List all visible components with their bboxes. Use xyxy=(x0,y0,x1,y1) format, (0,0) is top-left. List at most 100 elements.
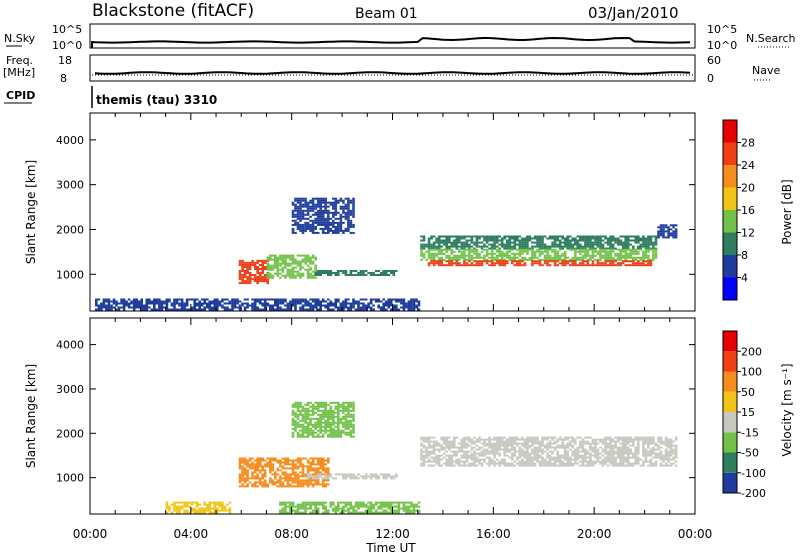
velocity-data-cell xyxy=(319,423,322,426)
velocity-data-cell xyxy=(647,460,650,463)
power-data-cell xyxy=(468,256,471,259)
velocity-data-cell xyxy=(505,448,509,451)
power-data-cell xyxy=(647,258,650,261)
velocity-data-cell xyxy=(458,460,461,463)
velocity-data-cell xyxy=(569,460,572,463)
power-data-cell xyxy=(248,266,252,268)
power-data-cell xyxy=(248,264,252,266)
velocity-data-cell xyxy=(516,436,519,439)
velocity-data-cell xyxy=(523,450,527,453)
velocity-data-cell xyxy=(274,481,277,484)
velocity-data-cell xyxy=(387,507,391,510)
power-data-cell xyxy=(377,274,380,276)
velocity-data-cell xyxy=(458,462,461,465)
power-data-cell xyxy=(324,227,327,230)
velocity-data-cell xyxy=(521,464,524,467)
power-data-cell xyxy=(193,300,196,303)
velocity-data-cell xyxy=(551,436,554,439)
velocity-data-cell xyxy=(206,507,209,510)
power-data-cell xyxy=(516,260,519,263)
power-data-cell xyxy=(266,256,270,259)
velocity-data-cell xyxy=(405,505,408,508)
velocity-data-cell xyxy=(334,425,338,428)
velocity-data-cell xyxy=(463,438,466,441)
velocity-data-cell xyxy=(291,503,295,506)
velocity-data-cell xyxy=(314,477,317,480)
power-data-cell xyxy=(518,264,522,267)
velocity-data-cell xyxy=(463,454,466,457)
velocity-data-cell xyxy=(569,448,572,451)
velocity-data-cell xyxy=(213,507,217,510)
power-data-cell xyxy=(516,243,519,246)
power-data-cell xyxy=(455,243,459,246)
velocity-data-cell xyxy=(178,507,181,510)
time-tick-label: 20:00 xyxy=(577,527,612,541)
power-data-cell xyxy=(586,243,590,246)
time-axis-ticks: 00:00 04:00 08:00 12:00 16:00 20:00 00:00 xyxy=(73,527,713,541)
velocity-data-cell xyxy=(601,442,605,445)
power-data-cell xyxy=(463,245,466,248)
power-data-cell xyxy=(256,308,259,311)
power-data-cell xyxy=(473,252,476,255)
power-data-cell xyxy=(316,219,320,222)
velocity-data-cell xyxy=(563,464,567,467)
velocity-data-cell xyxy=(301,431,305,434)
power-data-cell xyxy=(412,308,416,311)
velocity-data-cell xyxy=(344,423,348,426)
power-data-cell xyxy=(321,231,325,234)
power-data-cell xyxy=(561,262,564,265)
velocity-data-cell xyxy=(561,456,564,459)
power-data-cell xyxy=(422,235,426,238)
velocity-data-cell xyxy=(286,475,290,478)
velocity-data-cell xyxy=(347,419,350,422)
velocity-data-cell xyxy=(304,475,307,478)
power-data-cell xyxy=(213,304,217,307)
power-data-cell xyxy=(329,229,333,232)
power-data-cell xyxy=(339,302,343,305)
velocity-data-cell xyxy=(548,436,552,439)
velocity-data-cell xyxy=(669,450,673,453)
power-data-cell xyxy=(306,227,310,230)
power-data-cell xyxy=(306,254,310,257)
power-data-cell xyxy=(342,270,345,272)
power-data-cell xyxy=(256,300,259,303)
power-data-cell xyxy=(97,308,101,311)
power-data-cell xyxy=(246,264,249,266)
velocity-data-cell xyxy=(294,473,297,476)
velocity-data-cell xyxy=(465,436,469,439)
power-data-cell xyxy=(586,260,590,263)
power-data-cell xyxy=(505,235,509,238)
velocity-data-cell xyxy=(243,463,247,466)
power-data-cell xyxy=(279,272,282,275)
velocity-data-cell xyxy=(548,450,552,453)
velocity-data-cell xyxy=(269,459,272,462)
velocity-data-cell xyxy=(342,423,345,426)
power-data-cell xyxy=(654,248,658,251)
power-data-cell xyxy=(563,239,567,242)
power-data-cell xyxy=(596,237,600,240)
velocity-data-cell xyxy=(619,436,622,439)
velocity-data-cell xyxy=(203,507,206,510)
velocity-data-cell xyxy=(372,503,375,506)
power-data-cell xyxy=(460,250,464,253)
power-data-cell xyxy=(420,258,423,261)
power-data-cell xyxy=(173,308,176,311)
power-data-cell xyxy=(642,256,645,259)
velocity-data-cell xyxy=(463,456,466,459)
power-data-cell xyxy=(553,264,557,267)
velocity-data-cell xyxy=(563,446,567,449)
power-data-cell xyxy=(639,256,643,259)
power-data-cell xyxy=(659,234,663,237)
power-data-cell xyxy=(485,235,489,238)
power-data-cell xyxy=(309,274,312,277)
velocity-data-cell xyxy=(642,452,645,455)
velocity-data-cell xyxy=(296,461,300,464)
velocity-data-cell xyxy=(556,460,559,463)
velocity-ylabel: Slant Range [km] xyxy=(24,364,38,468)
velocity-data-cell xyxy=(304,413,307,416)
power-data-cell xyxy=(453,239,456,242)
velocity-data-cell xyxy=(621,444,625,447)
power-data-cell xyxy=(311,274,315,277)
velocity-data-cell xyxy=(253,475,257,478)
